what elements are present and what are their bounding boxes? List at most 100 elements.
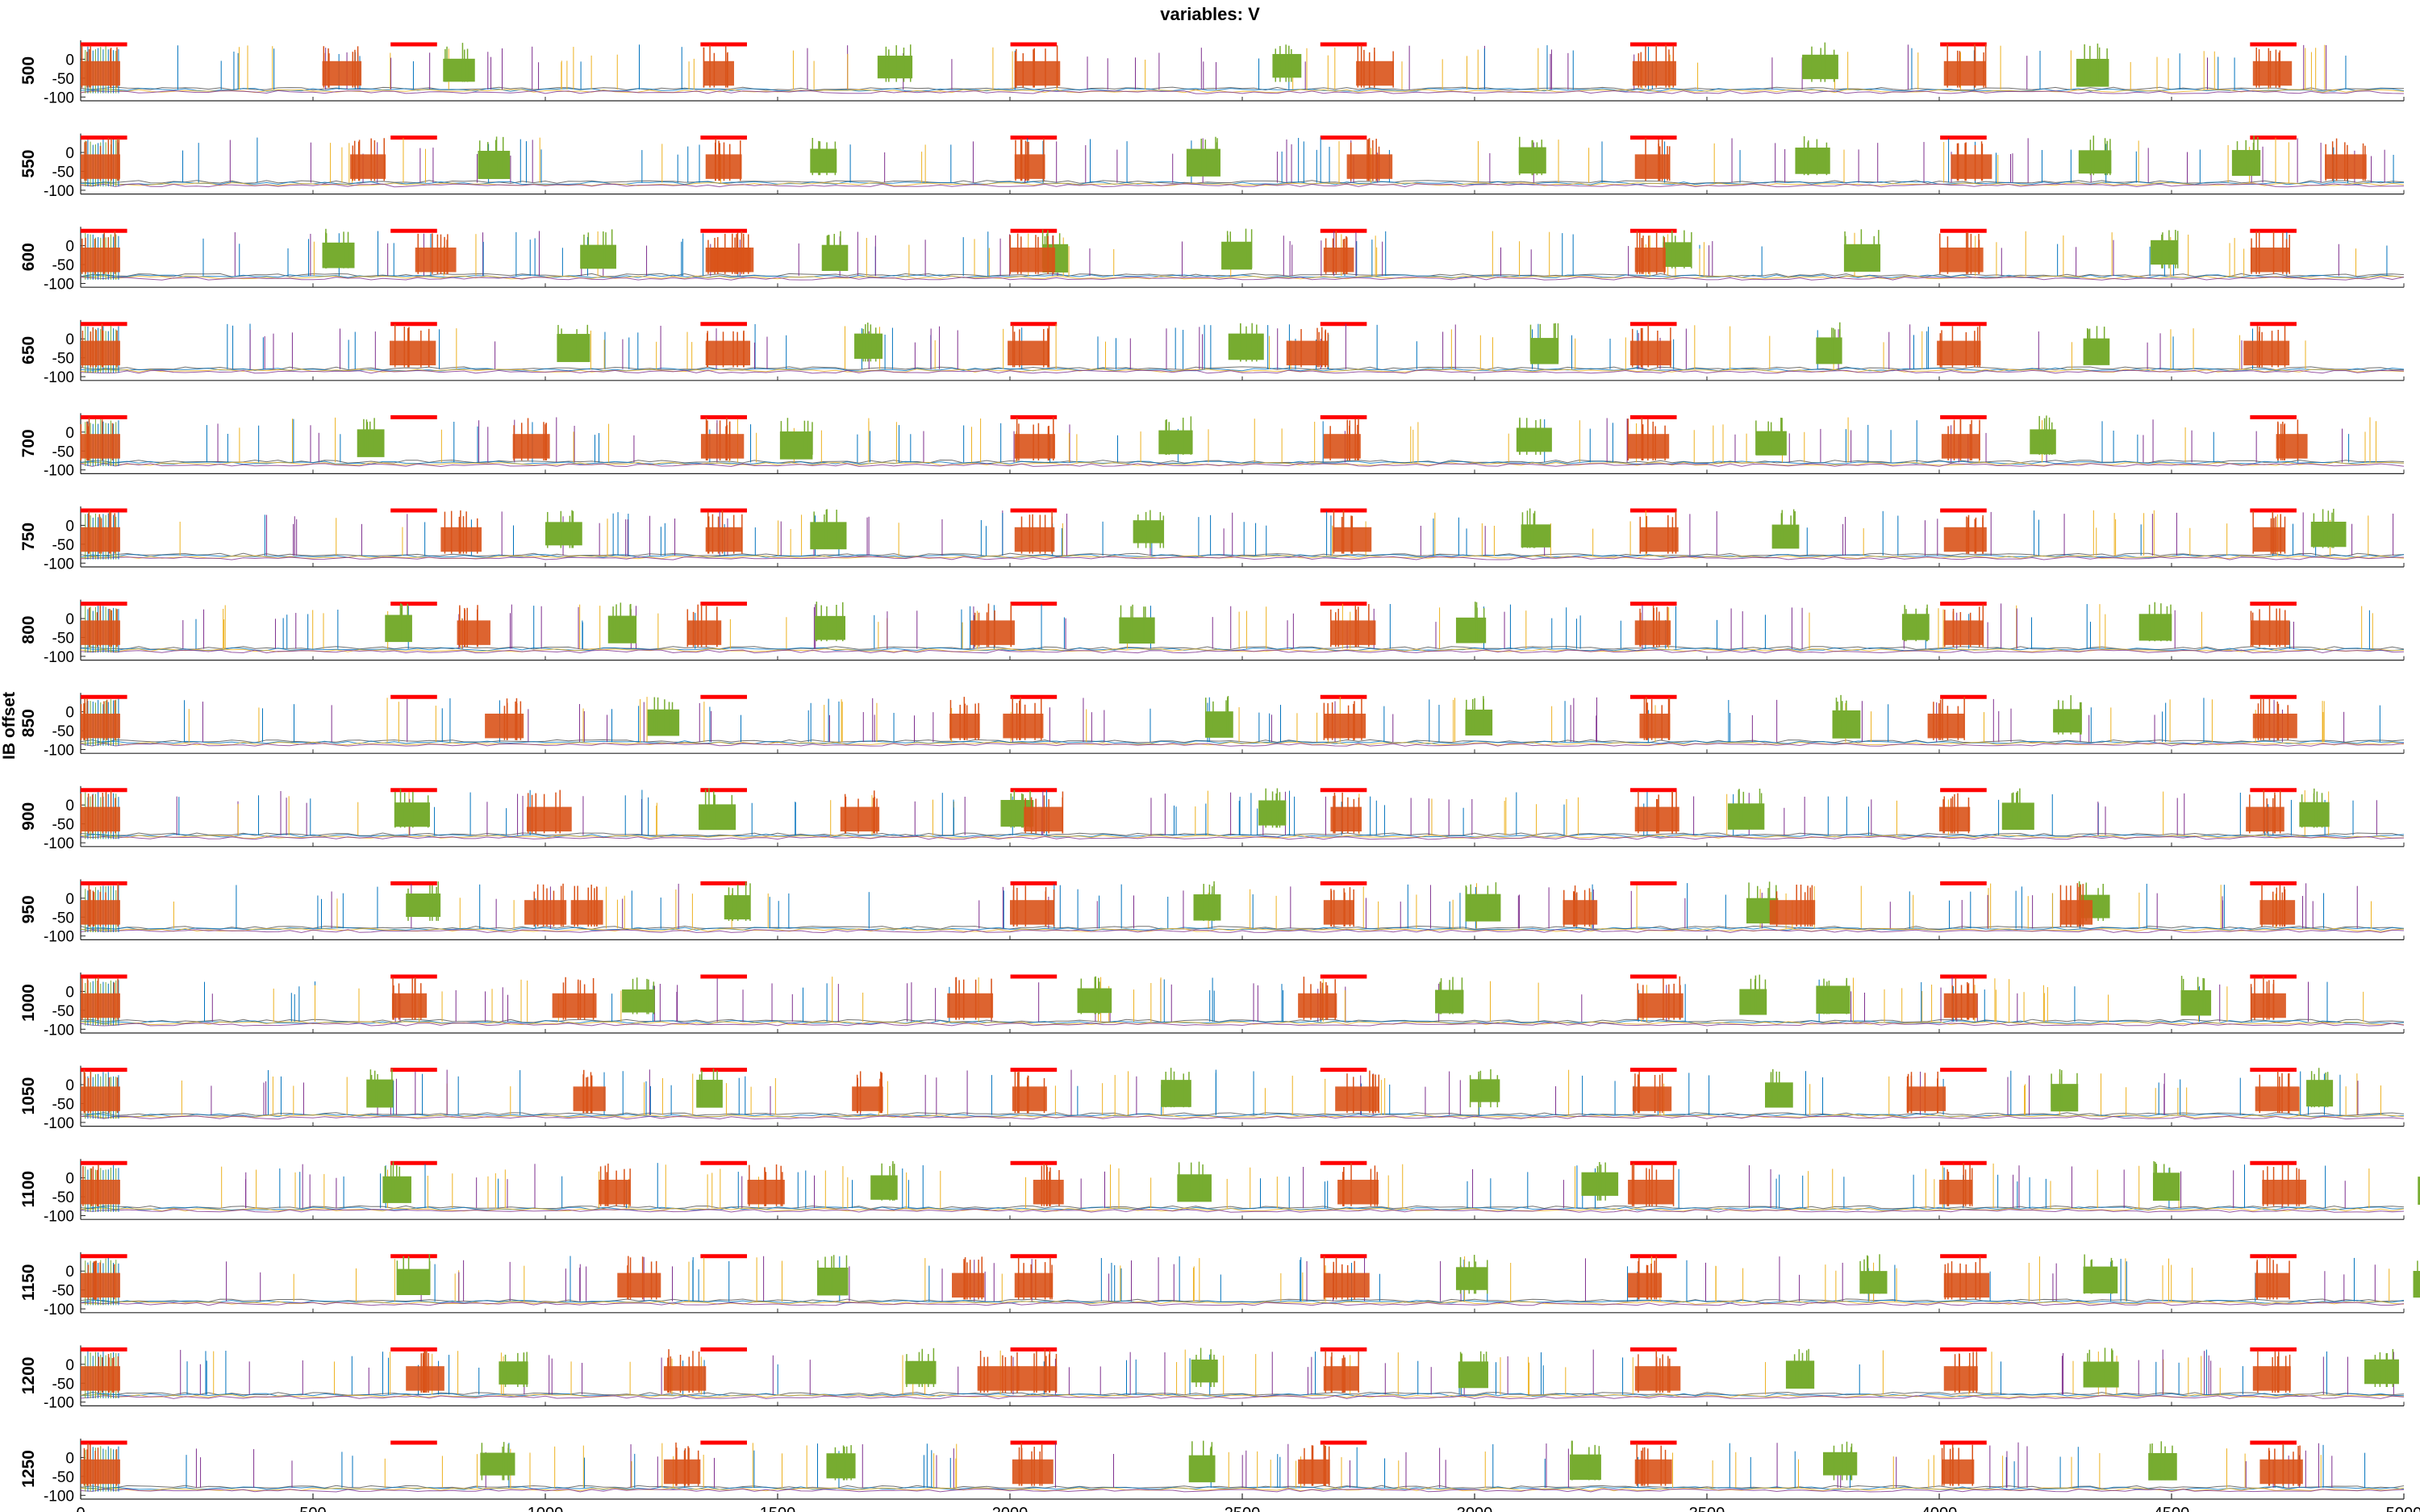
baseline-trace	[80, 1488, 2405, 1493]
panel-label: 1200	[19, 1357, 38, 1395]
inhibitory-burst	[1663, 242, 1692, 267]
inhibitory-burst	[396, 1268, 431, 1295]
excitatory-burst	[2059, 900, 2093, 925]
inhibitory-burst	[1193, 894, 1221, 921]
panel: 0 -50 -100 1000	[19, 973, 2405, 1039]
excitatory-burst	[1012, 1459, 1054, 1485]
baseline-trace	[80, 1302, 2405, 1306]
excitatory-burst	[1939, 1179, 1973, 1205]
inhibitory-burst	[1816, 985, 1850, 1014]
y-tick-label: -100	[44, 1209, 74, 1226]
baseline-trace	[80, 929, 2405, 934]
inhibitory-burst	[1739, 989, 1767, 1015]
inhibitory-burst	[696, 1080, 723, 1108]
inhibitory-burst	[622, 989, 655, 1013]
excitatory-burst	[1634, 1459, 1672, 1485]
inhibitory-burst	[699, 804, 736, 831]
inhibitory-burst	[810, 522, 847, 550]
excitatory-burst	[1943, 993, 1978, 1018]
x-tick-label: 2500	[1225, 1505, 1261, 1512]
panel-label: 700	[19, 429, 38, 457]
panel-label: 550	[19, 150, 38, 178]
excitatory-burst	[617, 1272, 661, 1298]
inhibitory-burst	[1516, 427, 1552, 452]
baseline-trace	[80, 277, 2405, 281]
inhibitory-burst	[2076, 58, 2109, 87]
baseline-trace	[80, 1206, 2405, 1210]
y-tick-label: -100	[44, 835, 74, 852]
excitatory-burst	[1323, 900, 1354, 925]
inhibitory-burst	[478, 151, 511, 179]
y-tick-label: 0	[65, 798, 74, 814]
inhibitory-burst	[406, 893, 441, 918]
excitatory-burst	[1298, 993, 1337, 1018]
inhibitory-burst	[1191, 1359, 1218, 1383]
panel: 0 -50 -100 750	[19, 506, 2405, 573]
baseline-trace	[80, 647, 2405, 652]
excitatory-burst	[2250, 993, 2286, 1018]
inhibitory-burst	[1727, 803, 1765, 830]
excitatory-burst	[1634, 154, 1671, 179]
inhibitory-burst	[2078, 150, 2112, 174]
inhibitory-burst	[2306, 1080, 2334, 1107]
baseline-trace	[80, 743, 2405, 747]
excitatory-burst	[81, 1086, 120, 1111]
inhibitory-burst	[2051, 1084, 2079, 1112]
inhibitory-burst	[779, 431, 813, 460]
y-tick-label: -50	[52, 164, 74, 181]
y-tick-label: -100	[44, 649, 74, 666]
y-tick-label: -50	[52, 1469, 74, 1486]
excitatory-burst	[1014, 1272, 1054, 1298]
x-tick-label: 500	[299, 1505, 326, 1512]
inhibitory-burst	[2053, 709, 2082, 733]
y-tick-label: -100	[44, 1395, 74, 1412]
inhibitory-burst	[1455, 617, 1487, 644]
inhibitory-burst	[557, 334, 590, 362]
baseline-trace	[80, 180, 2405, 185]
baseline-trace	[80, 927, 2405, 931]
excitatory-burst	[526, 806, 572, 832]
excitatory-burst	[947, 993, 994, 1018]
panel: 0 -50 -100 1250	[19, 1439, 2405, 1505]
inhibitory-burst	[394, 802, 430, 827]
y-tick-label: 0	[65, 891, 74, 908]
excitatory-burst	[81, 1179, 120, 1205]
excitatory-burst	[2252, 713, 2297, 739]
inhibitory-burst	[443, 58, 475, 82]
baseline-trace	[80, 835, 2405, 840]
y-tick-label: -100	[44, 183, 74, 200]
excitatory-burst	[1323, 713, 1366, 739]
panel-label: 750	[19, 523, 38, 551]
excitatory-burst	[1008, 340, 1049, 366]
inhibitory-burst	[870, 1175, 898, 1200]
inhibitory-burst	[1470, 1079, 1500, 1102]
inhibitory-burst	[647, 709, 680, 736]
y-tick-label: -50	[52, 71, 74, 88]
inhibitory-burst	[877, 56, 913, 79]
baseline-trace	[80, 90, 2405, 94]
excitatory-burst	[2246, 806, 2284, 832]
excitatory-burst	[1563, 900, 1598, 925]
y-tick-label: 0	[65, 425, 74, 442]
excitatory-burst	[952, 1272, 985, 1298]
baseline-trace	[80, 1113, 2405, 1118]
excitatory-burst	[705, 340, 751, 366]
panel: 0-50 -100 850	[19, 693, 2405, 760]
panel-label: 900	[19, 802, 38, 831]
y-tick-label: -100	[44, 743, 74, 760]
excitatory-burst	[705, 527, 743, 552]
chart-title: variables: V	[1160, 4, 1260, 24]
excitatory-burst	[2262, 1179, 2306, 1205]
y-tick-label: -100	[44, 1302, 74, 1318]
panel: 0 -50 -100 500	[19, 40, 2405, 106]
baseline-trace	[80, 275, 2405, 280]
panel-label: 1100	[19, 1171, 38, 1208]
excitatory-burst	[686, 620, 722, 645]
panel: 0 -50-100 650	[19, 319, 2405, 386]
inhibitory-burst	[1843, 244, 1881, 272]
inhibitory-burst	[1570, 1454, 1601, 1481]
excitatory-burst	[705, 247, 751, 273]
y-tick-label: -100	[44, 90, 74, 106]
y-tick-label: 0	[65, 705, 74, 722]
